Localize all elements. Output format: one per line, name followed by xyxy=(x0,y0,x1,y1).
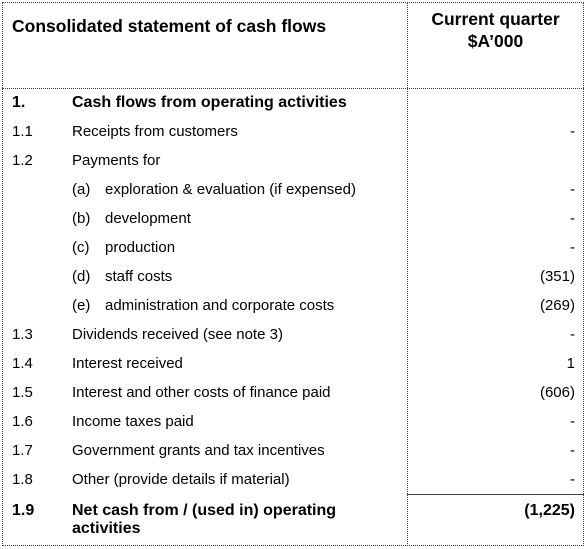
row-number: 1.9 xyxy=(12,502,35,519)
row-label: Dividends received (see note 3) xyxy=(72,326,283,343)
row-value: - xyxy=(570,471,575,488)
table-row: 1.5 Interest and other costs of finance p… xyxy=(0,378,587,407)
sub-item-marker: (c) xyxy=(72,239,90,256)
sub-item-marker: (b) xyxy=(72,210,91,227)
table-row: 1.7 Government grants and tax incentives - xyxy=(0,436,587,465)
table-row: 1.9 Net cash from / (used in) operating a… xyxy=(0,496,587,537)
row-label: Income taxes paid xyxy=(72,413,194,430)
row-value: - xyxy=(570,442,575,459)
row-number: 1.8 xyxy=(12,471,33,488)
row-label: Interest received xyxy=(72,355,183,372)
row-label: Net cash from / (used in) operating acti… xyxy=(72,502,337,537)
sub-item-marker: (e) xyxy=(72,297,91,314)
row-value: 1 xyxy=(566,355,575,372)
row-label: Interest and other costs of finance paid xyxy=(72,384,331,401)
row-value: (1,225) xyxy=(524,502,575,519)
row-value: (606) xyxy=(539,384,575,401)
row-number: 1. xyxy=(12,94,26,111)
row-value: - xyxy=(570,123,575,140)
table-row: 1.6 Income taxes paid - xyxy=(0,407,587,436)
row-number: 1.3 xyxy=(12,326,33,343)
row-label: Payments for xyxy=(72,152,161,169)
table-row: (d) staff costs (351) xyxy=(0,262,587,291)
table-title: Consolidated statement of cash flows xyxy=(12,16,327,36)
table-row: 1.1 Receipts from customers - xyxy=(0,117,587,146)
row-number: 1.4 xyxy=(12,355,33,372)
row-value: - xyxy=(570,210,575,227)
table-row: (c) production - xyxy=(0,233,587,262)
row-value: - xyxy=(570,326,575,343)
header-divider xyxy=(2,88,584,89)
column-title: Current quarter xyxy=(431,9,560,29)
row-value: - xyxy=(570,239,575,256)
row-label: development xyxy=(105,210,191,227)
row-value: (269) xyxy=(539,297,575,314)
column-unit: $A’000 xyxy=(467,31,524,51)
sub-item-marker: (d) xyxy=(72,268,91,285)
row-value: - xyxy=(570,181,575,198)
sub-item-marker: (a) xyxy=(72,181,91,198)
table-row: 1. Cash flows from operating activities xyxy=(0,88,587,117)
table-row: (e) administration and corporate costs (26… xyxy=(0,291,587,320)
row-value: (351) xyxy=(539,268,575,285)
row-label: Receipts from customers xyxy=(72,123,238,140)
row-label: exploration & evaluation (if expensed) xyxy=(105,181,356,198)
table-row: (b) development - xyxy=(0,204,587,233)
row-label: production xyxy=(105,239,176,256)
column-header: Current quarter $A’000 xyxy=(407,8,584,52)
total-line xyxy=(407,494,584,495)
table-row: 1.8 Other (provide details if material) - xyxy=(0,465,587,494)
row-label: Government grants and tax incentives xyxy=(72,442,325,459)
row-label: staff costs xyxy=(105,268,173,285)
row-number: 1.6 xyxy=(12,413,33,430)
row-number: 1.2 xyxy=(12,152,33,169)
row-value: - xyxy=(570,413,575,430)
column-divider xyxy=(407,2,408,546)
table-row: (a) exploration & evaluation (if expensed… xyxy=(0,175,587,204)
table-row: 1.3 Dividends received (see note 3) - xyxy=(0,320,587,349)
row-number: 1.1 xyxy=(12,123,33,140)
row-label: administration and corporate costs xyxy=(105,297,335,314)
row-number: 1.5 xyxy=(12,384,33,401)
row-number: 1.7 xyxy=(12,442,33,459)
table-row: 1.4 Interest received 1 xyxy=(0,349,587,378)
table-row: 1.2 Payments for xyxy=(0,146,587,175)
row-label: Other (provide details if material) xyxy=(72,471,290,488)
row-label: Cash flows from operating activities xyxy=(72,94,347,111)
